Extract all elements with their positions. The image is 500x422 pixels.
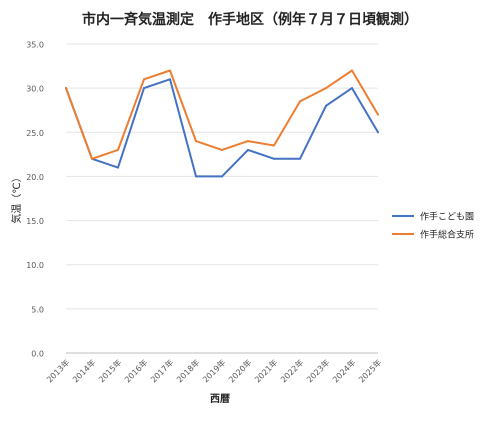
x-tick-label: 2021年 [252, 357, 279, 384]
data-point [377, 113, 379, 116]
x-axis-label: 西暦 [210, 393, 230, 405]
data-point [143, 87, 145, 90]
data-point [169, 69, 171, 72]
data-point [377, 131, 379, 134]
x-tick-label: 2015年 [96, 357, 123, 384]
x-tick-label: 2020年 [226, 357, 253, 384]
chart-title: 市内一斉気温測定 作手地区（例年７月７日頃観測） [82, 11, 418, 28]
x-tick-label: 2024年 [330, 357, 357, 384]
x-tick-label: 2013年 [44, 357, 71, 384]
x-tick-label: 2022年 [278, 357, 305, 384]
y-axis-ticks: 0.0 5.0 10.0 15.0 20.0 25.0 30.0 35.0 [26, 41, 44, 359]
data-point [247, 148, 249, 151]
data-point [221, 175, 223, 178]
series-line [65, 78, 379, 178]
data-point [325, 87, 327, 90]
data-point [299, 157, 301, 160]
x-tick-label: 2016年 [122, 357, 149, 384]
y-tick-label: 35.0 [26, 41, 44, 50]
data-point [273, 144, 275, 147]
grid-layer [66, 43, 378, 354]
x-tick-label: 2017年 [148, 357, 175, 384]
x-tick-label: 2018年 [174, 357, 201, 384]
y-tick-label: 10.0 [26, 261, 44, 270]
data-point [221, 148, 223, 151]
x-tick-label: 2023年 [304, 357, 331, 384]
data-point [325, 104, 327, 107]
data-point [351, 87, 353, 90]
y-axis-label: 気温（℃） [10, 172, 23, 223]
data-point [351, 69, 353, 72]
data-point [299, 100, 301, 103]
x-tick-label: 2019年 [200, 357, 227, 384]
y-tick-label: 5.0 [31, 305, 44, 314]
x-tick-label: 2025年 [356, 357, 383, 384]
y-tick-label: 25.0 [26, 129, 44, 138]
data-point [169, 78, 171, 81]
x-axis-ticks: 2013年 2014年 2015年 2016年 2017年 2018年 2019年 2020年… [44, 357, 383, 384]
y-tick-label: 30.0 [26, 85, 44, 94]
y-tick-label: 0.0 [31, 350, 44, 359]
legend-label: 作手総合支所 [420, 229, 474, 241]
x-tick-label: 2014年 [70, 357, 97, 384]
data-point [117, 148, 119, 151]
series-line [65, 69, 379, 160]
series-layer [65, 69, 379, 178]
data-point [195, 175, 197, 178]
y-tick-label: 20.0 [26, 173, 44, 182]
data-point [195, 140, 197, 143]
data-point [143, 78, 145, 81]
y-tick-label: 15.0 [26, 217, 44, 226]
data-point [273, 157, 275, 160]
data-point [91, 157, 93, 160]
legend-label: 作手こども園 [420, 211, 474, 223]
data-point [117, 166, 119, 169]
data-point [247, 140, 249, 143]
data-point [65, 87, 67, 90]
